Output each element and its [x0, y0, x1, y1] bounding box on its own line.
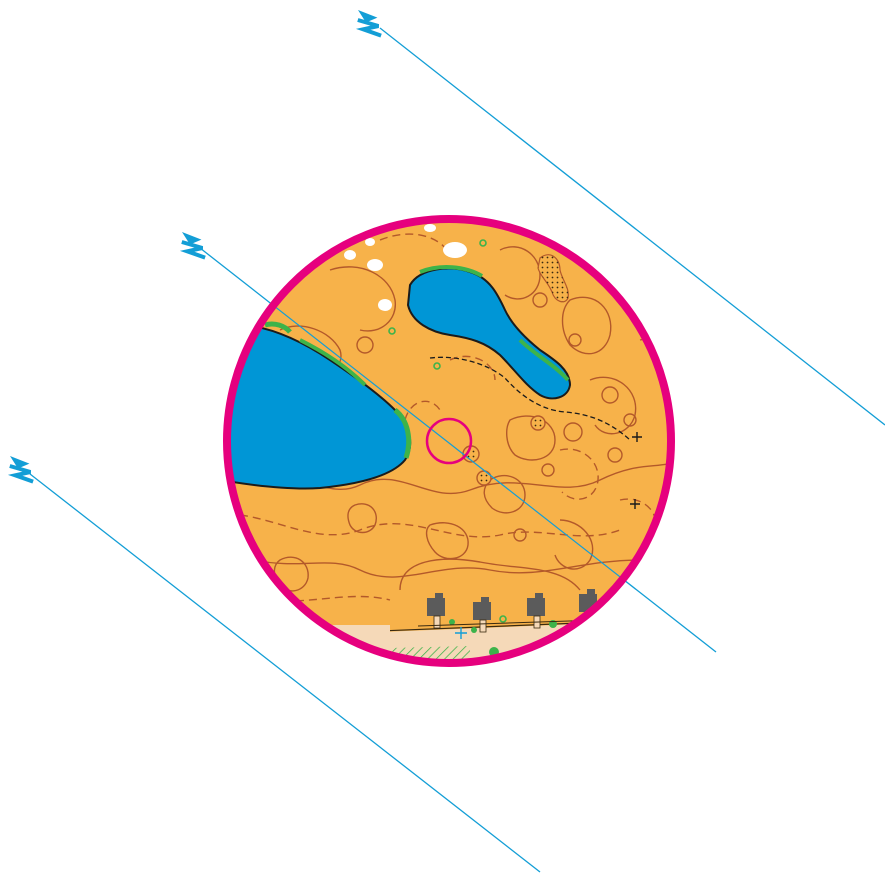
cross-markers [455, 432, 642, 639]
paved-strip [330, 625, 390, 635]
fence-line [417, 619, 601, 627]
vegetation-rings [388, 239, 507, 623]
north-arrow-icon [179, 232, 206, 260]
north-arrow-icon [355, 10, 382, 38]
north-line-top [379, 27, 885, 426]
white-open-patches [344, 224, 467, 311]
map-circle-content [227, 219, 671, 663]
vegetation-dots [449, 619, 557, 657]
map-frame-ring [223, 215, 675, 667]
north-arrow-icon [7, 456, 34, 484]
boulders [462, 415, 546, 486]
knolls [356, 292, 637, 542]
control-circle[interactable] [425, 417, 473, 465]
north-line-bottom [29, 473, 541, 873]
track-path [429, 356, 631, 441]
contours [239, 228, 671, 602]
